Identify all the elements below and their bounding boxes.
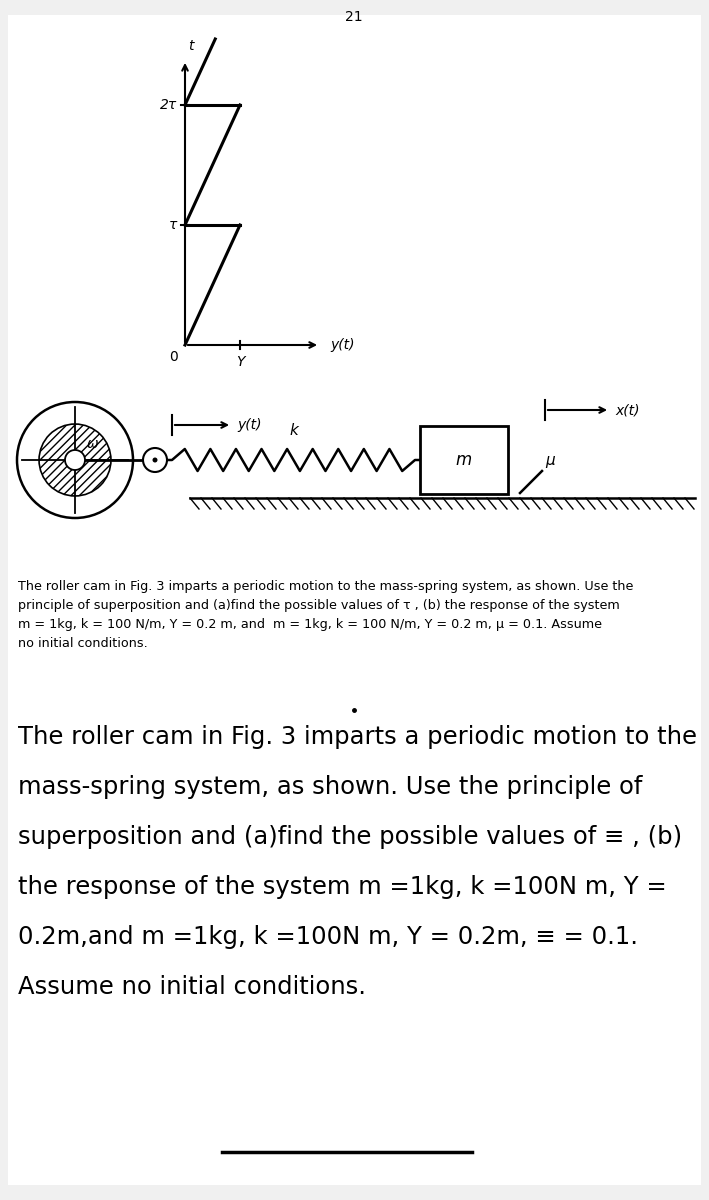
Text: Y: Y (236, 355, 244, 370)
Text: x(t): x(t) (615, 403, 640, 416)
Text: t: t (189, 38, 194, 53)
Text: μ: μ (545, 452, 554, 468)
Text: k: k (289, 422, 298, 438)
Circle shape (152, 457, 157, 462)
Text: τ: τ (169, 218, 177, 232)
Text: ω: ω (87, 437, 99, 451)
Text: mass-spring system, as shown. Use the principle of: mass-spring system, as shown. Use the pr… (18, 775, 642, 799)
Text: 21: 21 (345, 10, 363, 24)
Text: superposition and (a)find the possible values of ≡ , (b): superposition and (a)find the possible v… (18, 826, 682, 850)
Text: The roller cam in Fig. 3 imparts a periodic motion to the mass-spring system, as: The roller cam in Fig. 3 imparts a perio… (18, 580, 633, 593)
Text: principle of superposition and (a)find the possible values of τ , (b) the respon: principle of superposition and (a)find t… (18, 599, 620, 612)
Text: y(t): y(t) (237, 418, 262, 432)
Bar (420, 426, 508, 494)
Circle shape (65, 450, 85, 470)
Text: m: m (456, 451, 472, 469)
Text: no initial conditions.: no initial conditions. (18, 637, 147, 650)
Text: y(t): y(t) (330, 338, 354, 352)
Text: the response of the system m =1kg, k =100N m, Y =: the response of the system m =1kg, k =10… (18, 875, 666, 899)
Text: 0.2m,and m =1kg, k =100N m, Y = 0.2m, ≡ = 0.1.: 0.2m,and m =1kg, k =100N m, Y = 0.2m, ≡ … (18, 925, 638, 949)
Text: m = 1kg, k = 100 N/m, Y = 0.2 m, and  m = 1kg, k = 100 N/m, Y = 0.2 m, μ = 0.1. : m = 1kg, k = 100 N/m, Y = 0.2 m, and m =… (18, 618, 602, 631)
Text: 0: 0 (169, 350, 178, 364)
Text: Assume no initial conditions.: Assume no initial conditions. (18, 974, 366, 998)
Circle shape (39, 424, 111, 496)
Text: 2τ: 2τ (160, 98, 177, 112)
Circle shape (143, 448, 167, 472)
Text: The roller cam in Fig. 3 imparts a periodic motion to the: The roller cam in Fig. 3 imparts a perio… (18, 725, 697, 749)
